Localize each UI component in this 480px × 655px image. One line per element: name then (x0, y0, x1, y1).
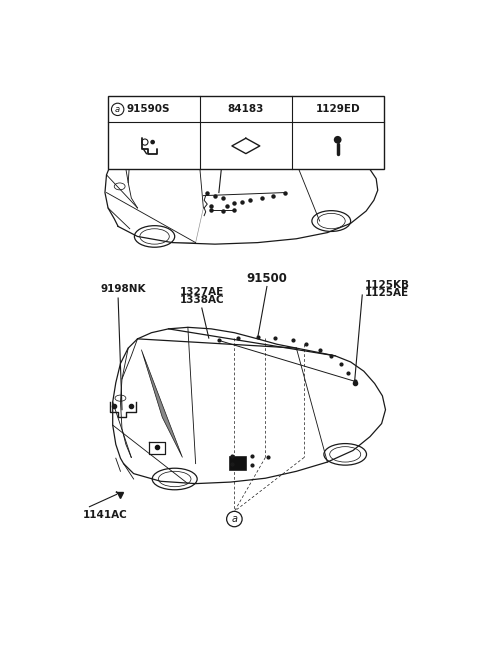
Text: 9198NK: 9198NK (100, 284, 146, 294)
Bar (229, 456, 246, 470)
Text: 1129ED: 1129ED (315, 104, 360, 115)
Text: 1338AC: 1338AC (180, 295, 225, 305)
Circle shape (334, 136, 342, 143)
Text: 91590S: 91590S (127, 104, 170, 115)
Polygon shape (142, 350, 182, 457)
Text: a: a (115, 105, 120, 114)
Text: 1125KB: 1125KB (365, 280, 409, 290)
Circle shape (150, 140, 155, 144)
Text: 91500: 91500 (247, 272, 288, 285)
Text: 1327AE: 1327AE (180, 288, 224, 297)
Text: 1141AC: 1141AC (83, 510, 128, 520)
Text: 91701: 91701 (207, 103, 248, 116)
Bar (108, 96, 384, 170)
Text: 84183: 84183 (228, 104, 264, 115)
Text: 1125AE: 1125AE (365, 288, 408, 298)
Text: a: a (231, 514, 238, 524)
